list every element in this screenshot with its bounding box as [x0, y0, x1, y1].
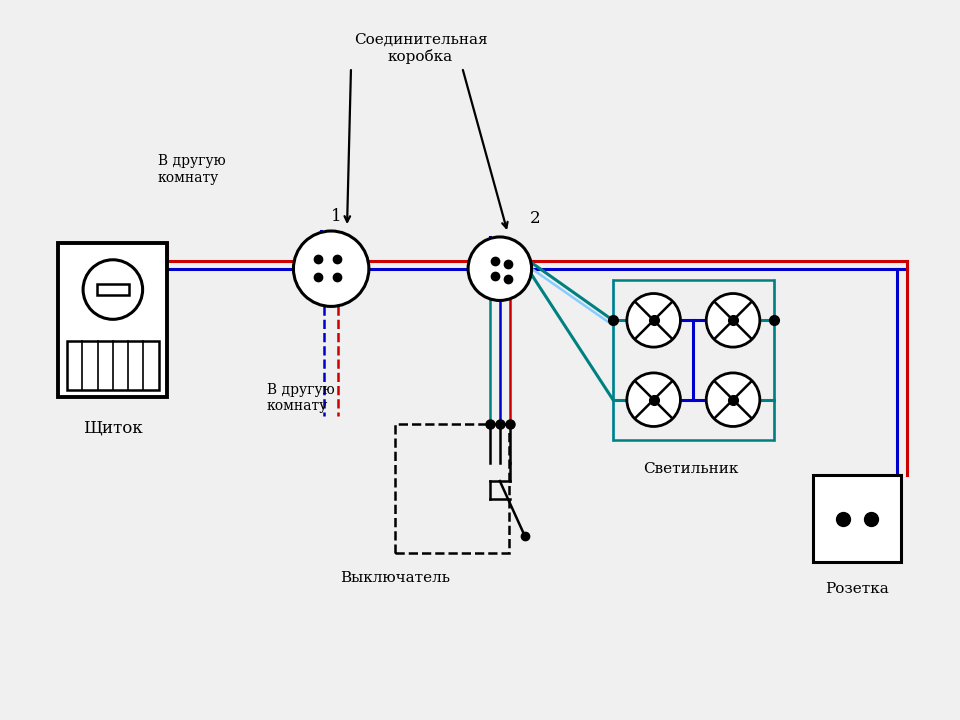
Circle shape — [294, 231, 369, 307]
Bar — [97, 284, 129, 295]
Circle shape — [627, 373, 681, 426]
Text: Светильник: Светильник — [643, 462, 738, 476]
Bar — [59, 243, 167, 397]
Circle shape — [84, 260, 143, 319]
Circle shape — [627, 294, 681, 347]
Text: В другую
комнату: В другую комнату — [267, 382, 334, 413]
Bar — [613, 279, 774, 441]
Text: 2: 2 — [530, 210, 540, 227]
Text: Розетка: Розетка — [826, 582, 889, 596]
Text: Щиток: Щиток — [83, 419, 143, 436]
Circle shape — [707, 294, 759, 347]
Text: Соединительная
коробка: Соединительная коробка — [353, 32, 488, 64]
Text: В другую
комнату: В другую комнату — [157, 154, 226, 184]
Text: 1: 1 — [331, 208, 342, 225]
Bar — [67, 341, 158, 390]
Bar — [813, 475, 900, 562]
Circle shape — [707, 373, 759, 426]
Text: Выключатель: Выключатель — [341, 572, 450, 585]
Circle shape — [468, 237, 532, 300]
